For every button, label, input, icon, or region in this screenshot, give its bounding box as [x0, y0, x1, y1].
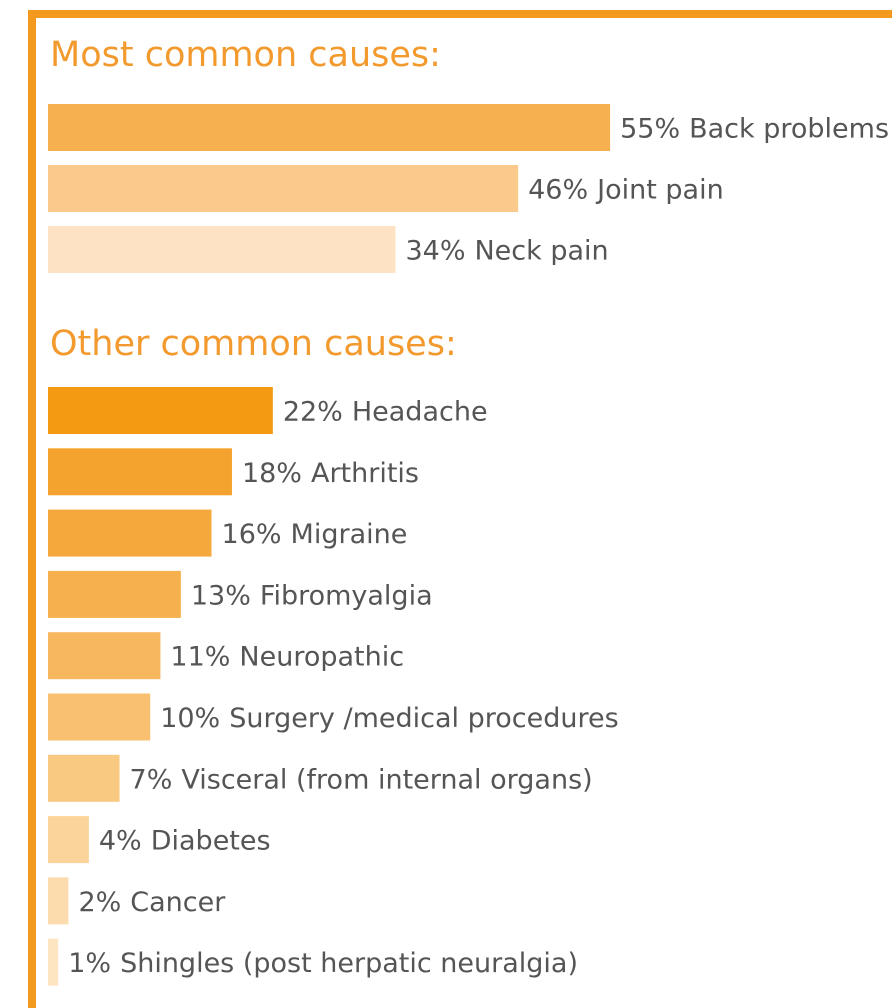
- bar: [48, 816, 89, 864]
- bar: [48, 226, 396, 273]
- value-label: 11%: [170, 641, 230, 672]
- category-label: Back problems: [689, 113, 889, 144]
- bar-label: 18% Arthritis: [242, 457, 419, 488]
- bar-label: 11% Neuropathic: [170, 641, 404, 672]
- bar: [48, 448, 232, 496]
- bar-label: 13% Fibromyalgia: [191, 580, 433, 611]
- bar-label: 10% Surgery /medical procedures: [160, 703, 619, 734]
- bar: [48, 387, 273, 434]
- bar: [48, 509, 212, 557]
- value-label: 2%: [78, 886, 121, 917]
- bar-label: 46% Joint pain: [528, 174, 724, 205]
- frame: [28, 10, 892, 1008]
- category-label: Neck pain: [474, 235, 608, 266]
- category-label: Surgery /medical procedures: [229, 703, 618, 734]
- bar-label: 16% Migraine: [222, 519, 408, 550]
- bar-label: 4% Diabetes: [99, 825, 271, 856]
- value-label: 55%: [620, 113, 680, 144]
- value-label: 1%: [68, 948, 111, 979]
- bar-label: 2% Cancer: [78, 886, 226, 917]
- value-label: 7%: [130, 764, 173, 795]
- bar-label: 34% Neck pain: [405, 235, 608, 266]
- category-label: Fibromyalgia: [260, 580, 433, 611]
- bar: [48, 877, 69, 925]
- bar: [48, 938, 59, 986]
- bar-label: 55% Back problems: [620, 113, 889, 144]
- category-label: Diabetes: [151, 825, 271, 856]
- category-label: Migraine: [291, 519, 408, 550]
- category-label: Shingles (post herpatic neuralgia): [120, 948, 578, 979]
- value-label: 18%: [242, 457, 302, 488]
- value-label: 4%: [99, 825, 142, 856]
- bar-label: 22% Headache: [283, 396, 488, 427]
- category-label: Headache: [352, 396, 488, 427]
- category-label: Neuropathic: [239, 641, 404, 672]
- bar-label: 1% Shingles (post herpatic neuralgia): [68, 948, 578, 979]
- bar: [48, 570, 181, 618]
- value-label: 34%: [405, 235, 465, 266]
- bar: [48, 632, 161, 680]
- bar: [48, 693, 151, 741]
- value-label: 16%: [222, 519, 282, 550]
- value-label: 13%: [191, 580, 251, 611]
- value-label: 10%: [160, 703, 220, 734]
- bar-label: 7% Visceral (from internal organs): [130, 764, 593, 795]
- category-label: Joint pain: [595, 174, 724, 205]
- bar: [48, 104, 611, 151]
- chart-title: Other common causes:: [50, 324, 457, 364]
- bar: [48, 754, 120, 802]
- category-label: Cancer: [130, 886, 226, 917]
- bar: [48, 165, 519, 212]
- category-label: Visceral (from internal organs): [181, 764, 592, 795]
- category-label: Arthritis: [311, 457, 419, 488]
- value-label: 46%: [528, 174, 588, 205]
- value-label: 22%: [283, 396, 343, 427]
- chart-title: Most common causes:: [50, 35, 441, 75]
